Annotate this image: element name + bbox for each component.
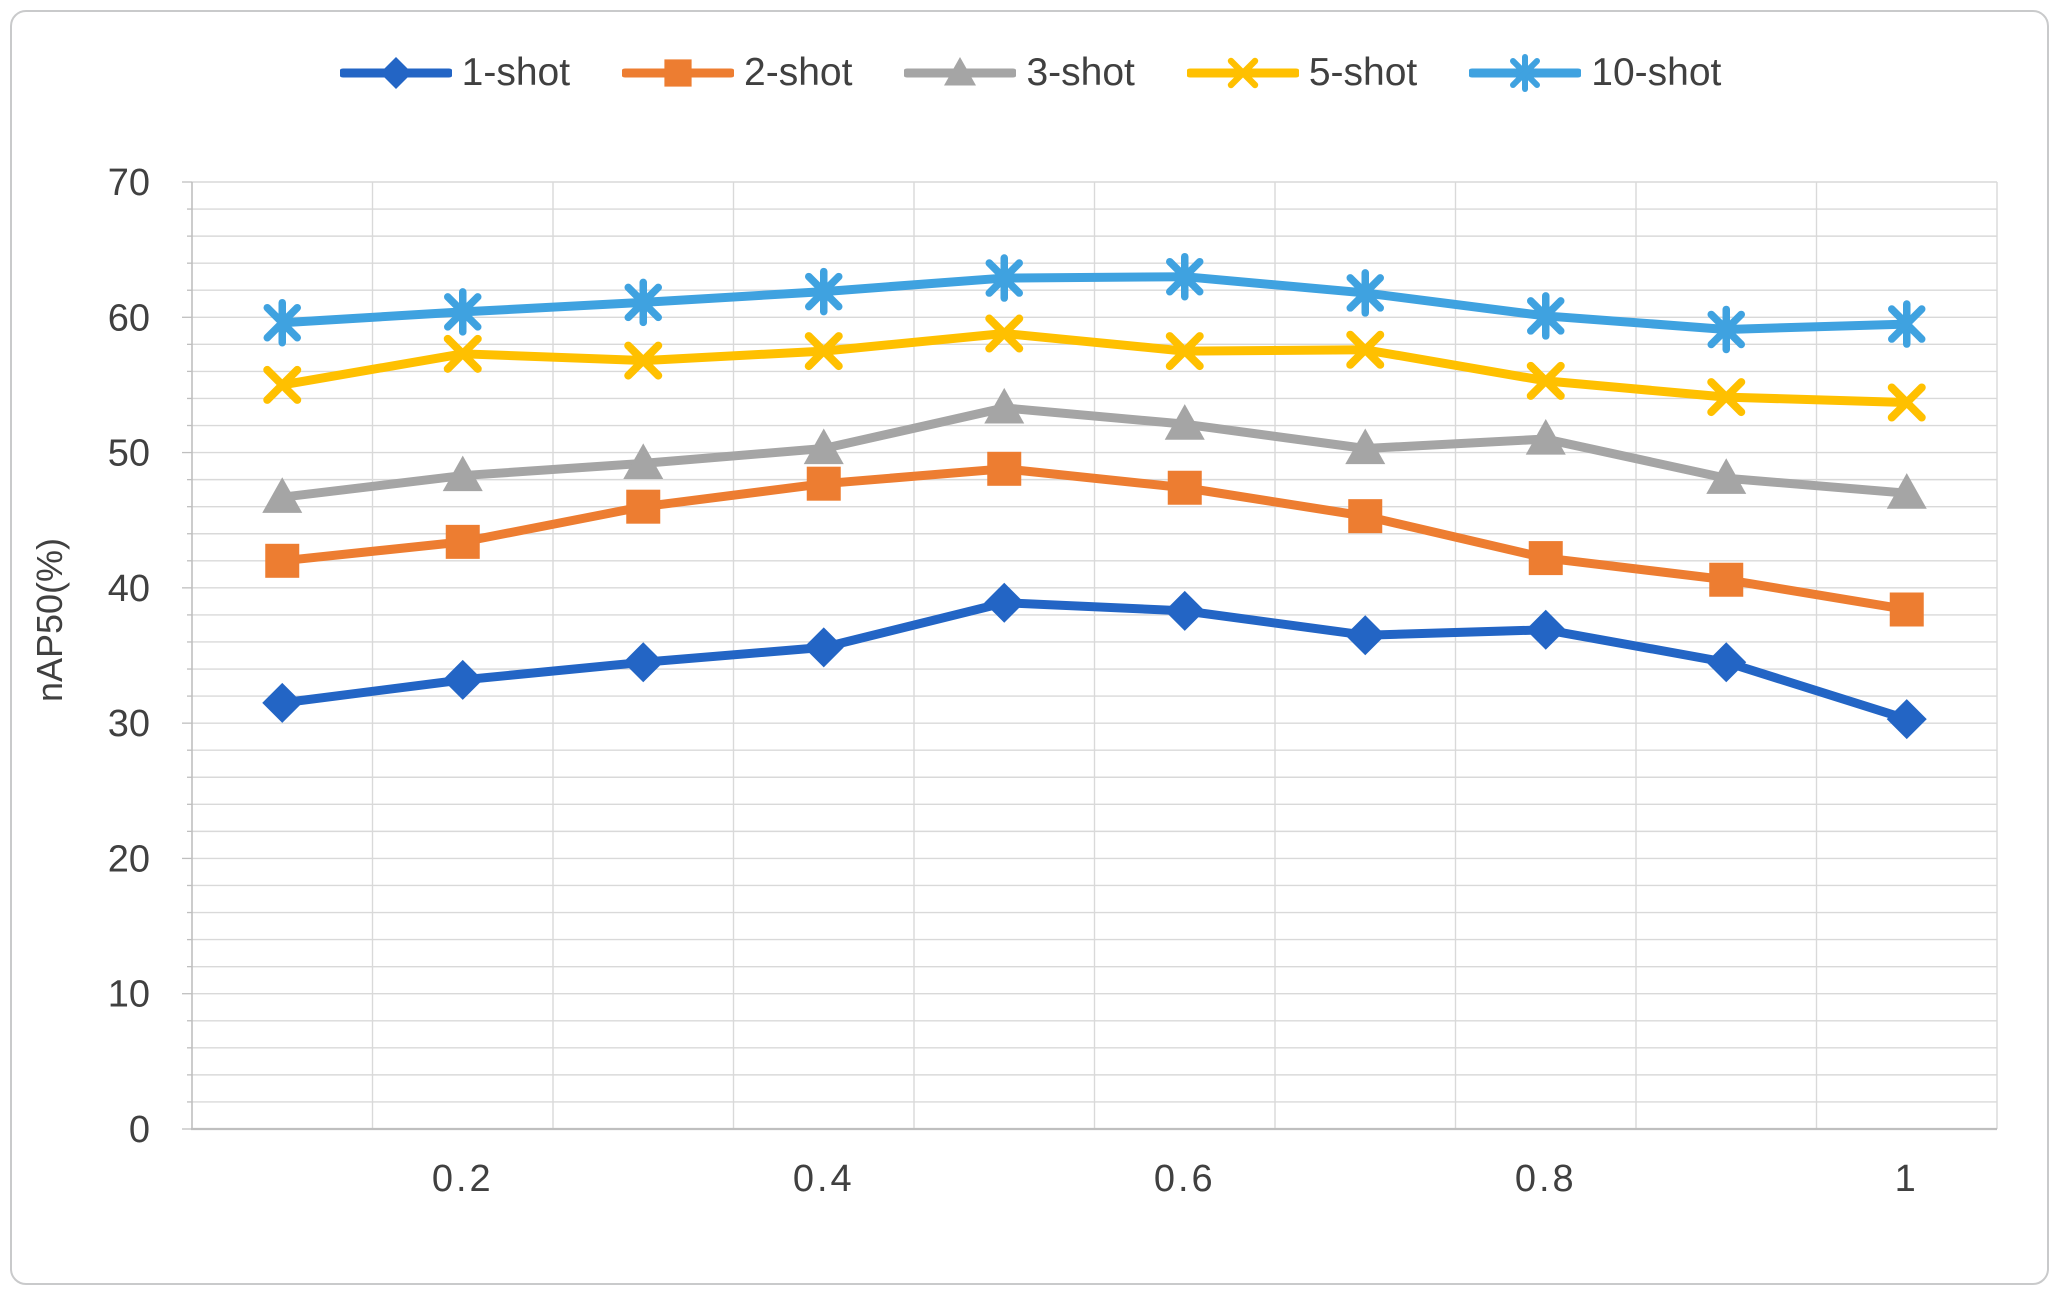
y-tick-label: 60 [108,297,150,339]
marker-2-shot-point-1 [445,524,480,559]
marker-1-shot-point-5 [1164,590,1205,631]
legend-label-1-shot: 1-shot [461,51,571,94]
legend-diamond-marker-icon [339,57,452,89]
legend-asterisk-marker-icon [1469,54,1582,92]
legend-square-marker-icon [622,59,735,87]
marker-5-shot-point-6 [1346,330,1385,369]
legend-label-2-shot: 2-shot [744,51,853,94]
marker-legend-10-shot [1510,54,1541,92]
y-tick-label: 0 [129,1109,150,1151]
marker-2-shot-point-6 [1348,499,1383,534]
marker-5-shot-point-2 [624,341,663,380]
chart-legend: 1-shot 2-shot 3-shot 5-shot 10-shot [0,50,2061,96]
x-tick-label: 0.8 [1515,1158,1577,1200]
marker-2-shot-point-0 [265,543,300,578]
x-tick-label: 0.6 [1154,1158,1216,1200]
marker-5-shot-point-1 [443,334,482,373]
y-tick-label: 70 [108,162,150,204]
legend-item-1-shot: 1-shot [339,50,571,96]
marker-5-shot-point-0 [263,365,302,404]
marker-2-shot-point-8 [1709,562,1744,597]
marker-1-shot-point-8 [1706,642,1747,683]
marker-legend-1-shot [379,57,412,89]
x-tick-label: 1 [1895,1158,1919,1200]
marker-10-shot-point-7 [1527,292,1565,340]
legend-label-5-shot: 5-shot [1308,51,1418,94]
marker-legend-3-shot [944,57,977,86]
series-1-shot [262,582,1927,740]
marker-10-shot-point-3 [805,267,843,316]
marker-10-shot-point-4 [985,254,1023,302]
axes [191,182,1997,1131]
series-line-1-shot [277,598,1912,724]
series-10-shot [263,252,1926,354]
marker-10-shot-point-1 [444,288,482,336]
marker-10-shot-point-9 [1888,300,1926,348]
y-tick-label: 30 [108,703,150,745]
marker-5-shot-point-7 [1526,361,1565,400]
marker-5-shot-point-9 [1887,383,1926,422]
series-line-5-shot [277,329,1912,408]
legend-label-3-shot: 3-shot [1026,51,1135,94]
marker-10-shot-point-8 [1707,305,1745,354]
y-tick-label: 20 [108,838,150,880]
marker-2-shot-point-4 [987,451,1022,486]
legend-label-10-shot: 10-shot [1591,51,1722,94]
marker-1-shot-point-4 [984,582,1025,623]
legend-triangle-marker-icon [904,57,1017,86]
marker-10-shot-point-2 [624,278,662,327]
marker-5-shot-point-3 [804,332,843,371]
marker-2-shot-point-9 [1889,592,1924,627]
y-tick-label: 40 [108,568,150,610]
marker-5-shot-point-5 [1165,332,1204,371]
marker-2-shot-point-5 [1167,470,1202,505]
marker-3-shot-point-9 [1886,473,1927,509]
marker-5-shot-point-8 [1707,378,1746,417]
marker-1-shot-point-9 [1886,699,1927,740]
marker-3-shot-point-5 [1164,404,1205,440]
legend-item-5-shot: 5-shot [1186,50,1418,96]
marker-1-shot-point-2 [623,642,664,683]
marker-legend-5-shot [1227,57,1259,89]
marker-3-shot-point-4 [984,387,1025,424]
marker-3-shot-point-7 [1525,419,1566,455]
y-axis-labels: 0 10 20 30 40 50 60 70 [108,162,192,1151]
legend-x-marker-icon [1186,57,1299,89]
series-5-shot [263,314,1926,422]
series-2-shot [265,451,1924,627]
marker-1-shot-point-7 [1525,609,1566,650]
legend-item-3-shot: 3-shot [904,50,1135,96]
marker-10-shot-point-5 [1166,252,1204,301]
marker-1-shot-point-0 [262,682,303,723]
series-line-3-shot [277,403,1912,502]
legend-item-2-shot: 2-shot [622,50,852,96]
marker-1-shot-point-1 [442,659,483,700]
marker-3-shot-point-8 [1706,458,1747,494]
marker-1-shot-point-3 [803,627,844,668]
marker-3-shot-point-1 [442,455,483,492]
x-tick-label: 0.4 [793,1158,855,1200]
marker-3-shot-point-2 [623,443,664,479]
marker-legend-2-shot [664,59,692,87]
marker-10-shot-point-0 [263,298,301,347]
marker-2-shot-point-7 [1528,541,1563,576]
marker-10-shot-point-6 [1346,269,1384,317]
x-tick-label: 0.2 [432,1158,494,1200]
y-tick-label: 10 [108,974,150,1016]
x-axis-labels: 0.2 0.4 0.6 0.8 1 [432,1158,1919,1200]
series-3-shot [262,387,1927,513]
y-tick-label: 50 [108,433,150,475]
marker-3-shot-point-3 [803,428,844,465]
marker-2-shot-point-3 [806,466,841,501]
marker-3-shot-point-6 [1345,428,1386,465]
marker-2-shot-point-2 [626,489,661,524]
series-line-10-shot [277,272,1912,334]
marker-3-shot-point-0 [262,477,303,513]
marker-1-shot-point-6 [1345,615,1386,656]
legend-item-10-shot: 10-shot [1469,50,1721,96]
series-line-2-shot [277,464,1912,615]
marker-5-shot-point-4 [985,314,1024,353]
